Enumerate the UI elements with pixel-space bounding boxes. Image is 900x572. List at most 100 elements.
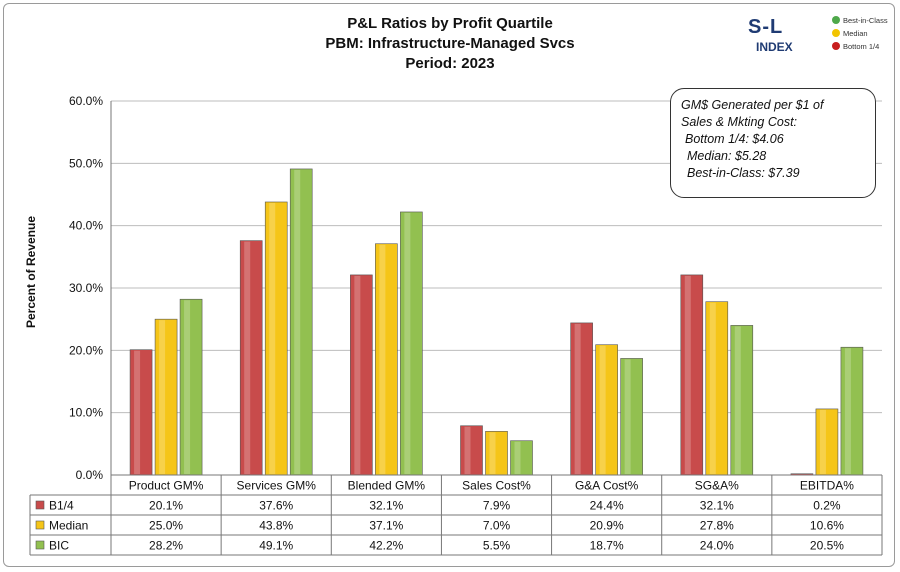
bar <box>375 243 398 476</box>
bar-highlight <box>134 350 141 474</box>
bar <box>730 325 754 476</box>
y-tick-label: 10.0% <box>69 406 103 420</box>
data-label: 32.1% <box>369 499 403 513</box>
bar-highlight <box>159 320 166 474</box>
y-tick-label: 50.0% <box>69 156 103 170</box>
bar <box>460 425 483 476</box>
data-label: 24.4% <box>590 499 624 513</box>
data-label: 5.5% <box>483 539 511 553</box>
bar <box>705 301 729 476</box>
annotation-line: Sales & Mkting Cost: <box>681 115 798 129</box>
logo-brand: S-L <box>748 16 784 38</box>
logo-legend-item: Median <box>832 29 868 39</box>
chart-subtitle: PBM: Infrastructure-Managed Svcs <box>325 35 575 52</box>
annotation-line: GM$ Generated per $1 of <box>681 98 824 112</box>
data-label: 7.9% <box>483 499 511 513</box>
bar-highlight <box>379 244 386 474</box>
x-tick-label: EBITDA% <box>800 479 854 493</box>
yellow-dot-icon <box>832 29 840 37</box>
annotation-line: Best-in-Class: $7.39 <box>687 166 800 180</box>
bar-highlight <box>709 302 716 474</box>
bar-highlight <box>734 326 741 474</box>
sl-index-logo: S-L INDEX Best-in-Class Median Bottom 1/… <box>742 14 892 62</box>
data-label: 27.8% <box>700 519 734 533</box>
bar <box>179 298 203 476</box>
bar-highlight <box>294 169 301 474</box>
bar <box>510 440 533 476</box>
bar-highlight <box>624 359 631 474</box>
annotation-line: Median: $5.28 <box>687 149 767 163</box>
bar <box>350 274 373 476</box>
bar-highlight <box>464 426 471 474</box>
chart-title-block: P&L Ratios by Profit Quartile PBM: Infra… <box>230 14 670 74</box>
bar <box>400 211 423 476</box>
chart-period: Period: 2023 <box>405 55 495 72</box>
data-label: 42.2% <box>369 539 403 553</box>
bar <box>289 168 313 476</box>
bar <box>154 318 178 476</box>
data-label: 25.0% <box>149 519 183 533</box>
bar <box>815 408 839 476</box>
x-tick-label: Services GM% <box>237 479 317 493</box>
data-label: 37.6% <box>259 499 293 513</box>
y-axis-label: Percent of Revenue <box>24 215 38 329</box>
logo-legend-label: Best-in-Class <box>843 16 888 25</box>
logo-legend-item: Bottom 1/4 <box>832 42 879 52</box>
logo-legend-label: Bottom 1/4 <box>843 42 880 51</box>
bar-highlight <box>354 275 361 474</box>
data-label: 20.9% <box>590 519 624 533</box>
green-dot-icon <box>832 16 840 24</box>
data-label: 28.2% <box>149 539 183 553</box>
legend-series-name: Median <box>49 519 88 533</box>
bar-highlight <box>514 441 521 474</box>
y-tick-label: 60.0% <box>69 94 103 108</box>
logo-sub: INDEX <box>756 40 793 54</box>
data-label: 32.1% <box>700 499 734 513</box>
bar-highlight <box>684 275 691 474</box>
logo-legend-item: Best-in-Class <box>832 16 888 26</box>
chart-title: P&L Ratios by Profit Quartile <box>347 15 553 32</box>
bar-highlight <box>269 202 276 475</box>
y-tick-label: 40.0% <box>69 219 103 233</box>
annotation-line: Bottom 1/4: $4.06 <box>685 132 784 146</box>
legend-swatch <box>35 520 45 530</box>
data-label: 7.0% <box>483 519 511 533</box>
x-tick-label: SG&A% <box>695 479 739 493</box>
x-tick-label: G&A Cost% <box>575 479 639 493</box>
red-dot-icon <box>832 42 840 50</box>
bar-highlight <box>574 323 581 474</box>
bar <box>620 358 643 476</box>
bar-highlight <box>489 432 496 474</box>
bar <box>129 349 153 476</box>
x-tick-label: Blended GM% <box>348 479 426 493</box>
legend-swatch <box>35 500 45 510</box>
x-tick-label: Product GM% <box>129 479 204 493</box>
legend-series-name: B1/4 <box>49 499 74 513</box>
annotation-box: GM$ Generated per $1 of Sales & Mkting C… <box>670 88 876 198</box>
legend-series-name: BIC <box>49 539 69 553</box>
data-label: 49.1% <box>259 539 293 553</box>
data-label: 18.7% <box>590 539 624 553</box>
data-label: 20.1% <box>149 499 183 513</box>
bar-highlight <box>844 348 851 474</box>
bar <box>264 201 288 476</box>
bar-highlight <box>819 409 826 474</box>
bar <box>570 322 593 476</box>
data-label: 24.0% <box>700 539 734 553</box>
data-label: 43.8% <box>259 519 293 533</box>
bar <box>595 344 618 476</box>
bar <box>485 431 508 476</box>
x-tick-label: Sales Cost% <box>462 479 531 493</box>
data-label: 37.1% <box>369 519 403 533</box>
logo-legend-label: Median <box>843 29 868 38</box>
data-label: 10.6% <box>810 519 844 533</box>
bar-highlight <box>244 241 251 474</box>
y-tick-label: 30.0% <box>69 281 103 295</box>
data-label: 20.5% <box>810 539 844 553</box>
data-label: 0.2% <box>813 499 841 513</box>
bar-highlight <box>404 212 411 474</box>
y-tick-label: 0.0% <box>76 468 104 482</box>
bar <box>840 346 864 476</box>
y-tick-label: 20.0% <box>69 343 103 357</box>
